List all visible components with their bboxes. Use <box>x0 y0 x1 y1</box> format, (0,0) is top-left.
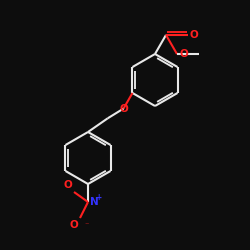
Text: +: + <box>95 194 101 202</box>
Text: O: O <box>69 220 78 230</box>
Text: O: O <box>190 30 199 40</box>
Text: N: N <box>90 197 99 207</box>
Text: O: O <box>179 49 188 59</box>
Text: O: O <box>119 104 128 114</box>
Text: ⁻: ⁻ <box>84 220 88 229</box>
Text: O: O <box>63 180 72 190</box>
